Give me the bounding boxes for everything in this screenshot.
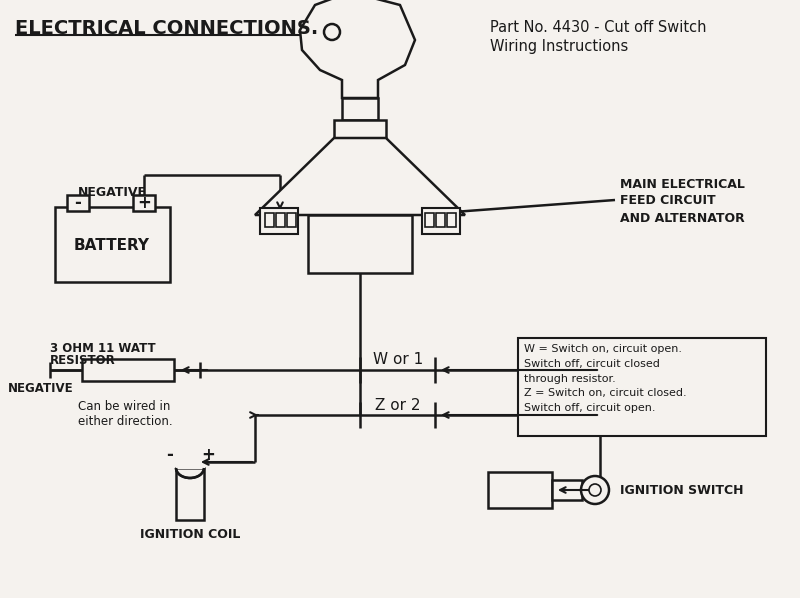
Text: ELECTRICAL CONNECTIONS.: ELECTRICAL CONNECTIONS. [15,19,318,38]
Bar [422,208,460,234]
Bar [287,213,296,227]
Circle shape [581,476,609,504]
Text: W or 1: W or 1 [373,352,423,368]
Bar [582,483,595,497]
Bar [488,472,552,508]
Text: Z or 2: Z or 2 [375,398,421,413]
Text: +: + [201,446,215,464]
Text: -: - [74,194,82,212]
Bar [334,120,386,138]
Bar [308,215,412,273]
Bar [82,359,174,381]
Bar [425,213,434,227]
Text: Part No. 4430 - Cut off Switch: Part No. 4430 - Cut off Switch [490,20,706,35]
Text: Wiring Instructions: Wiring Instructions [490,38,628,53]
Bar [67,195,89,211]
Circle shape [589,484,601,496]
Bar [276,213,285,227]
Text: RESISTOR: RESISTOR [50,353,116,367]
Text: Can be wired in
either direction.: Can be wired in either direction. [78,400,173,428]
Text: NEGATIVE: NEGATIVE [78,187,146,200]
Circle shape [324,24,340,40]
Text: NEGATIVE: NEGATIVE [8,382,74,395]
Bar [55,207,170,282]
Bar [133,195,155,211]
Polygon shape [255,138,465,215]
Text: MAIN ELECTRICAL: MAIN ELECTRICAL [620,178,745,191]
Polygon shape [300,0,415,98]
Bar [436,213,445,227]
Text: +: + [137,194,151,212]
Text: BATTERY: BATTERY [74,237,150,252]
Bar [447,213,456,227]
Bar [552,480,582,500]
Bar [342,98,378,120]
Text: W = Switch on, circuit open.
Switch off, circuit closed
through resistor.
Z = Sw: W = Switch on, circuit open. Switch off,… [524,344,686,413]
Text: 3 OHM 11 WATT: 3 OHM 11 WATT [50,341,156,355]
Text: FEED CIRCUIT: FEED CIRCUIT [620,194,716,206]
Bar [260,208,298,234]
Text: IGNITION SWITCH: IGNITION SWITCH [620,484,743,496]
Text: IGNITION COIL: IGNITION COIL [140,529,240,542]
Polygon shape [176,458,204,468]
Text: -: - [166,446,174,464]
Text: AND ALTERNATOR: AND ALTERNATOR [620,212,745,224]
Bar [265,213,274,227]
Bar [518,338,766,436]
Bar [176,468,204,520]
